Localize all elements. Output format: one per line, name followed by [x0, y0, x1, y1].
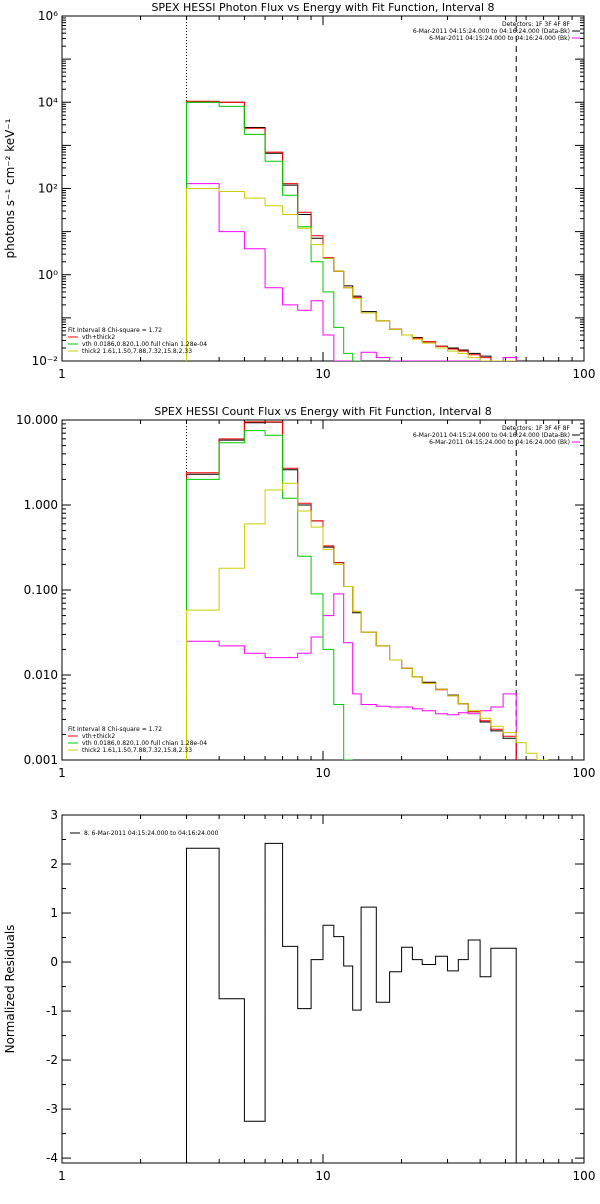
y-tick-label: 0.010	[24, 668, 58, 682]
legend-topright-text: 6-Mar-2011 04:15:24.000 to 04:16:24.000 …	[429, 439, 570, 446]
series-line-thick2	[186, 188, 517, 361]
y-tick-label: -4	[46, 1151, 58, 1165]
series-line-residuals	[186, 842, 517, 1163]
y-tick-label: -2	[46, 1053, 58, 1067]
chart-title: SPEX HESSI Count Flux vs Energy with Fit…	[154, 405, 491, 418]
legend-bottomleft-text: vth+thick2	[82, 733, 115, 740]
x-tick-label: 10	[315, 766, 330, 780]
x-tick-label: 100	[573, 766, 596, 780]
x-tick-label: 1	[58, 766, 66, 780]
legend-topright-text: 6-Mar-2011 04:15:24.000 to 04:16:24.000 …	[413, 28, 570, 35]
y-tick-label: 10⁰	[38, 268, 58, 282]
y-tick-label: 10⁴	[38, 95, 58, 109]
x-tick-label: 1	[58, 367, 66, 381]
chart-panel-1: SPEX HESSI Photon Flux vs Energy with Fi…	[3, 1, 595, 381]
x-tick-label: 10	[315, 367, 330, 381]
legend-bottomleft-text: Fit Interval 8 Chi-square = 1.72	[68, 726, 162, 733]
y-tick-label: 0	[50, 955, 58, 969]
series-group	[186, 842, 517, 1163]
y-tick-label: 10⁶	[38, 9, 58, 23]
legend-topright-text: Detectors: 1F 3F 4F 8F	[502, 425, 571, 432]
y-axis-label: photons s⁻¹ cm⁻² keV⁻¹	[3, 118, 17, 258]
x-tick-label: 1	[58, 1169, 66, 1183]
chart-title: SPEX HESSI Photon Flux vs Energy with Fi…	[151, 1, 494, 14]
x-tick-label: 100	[573, 1169, 596, 1183]
legend-bottomleft-text: vth+thick2	[82, 334, 115, 341]
legend-topleft-text: 8. 6-Mar-2011 04:15:24.000 to 04:16:24.0…	[84, 830, 219, 837]
series-group	[186, 100, 517, 361]
y-tick-label: 3	[50, 808, 58, 822]
plot-frame	[61, 814, 585, 1164]
legend-bottomleft-text: Fit Interval 8 Chi-square = 1.72	[68, 327, 162, 334]
legend-topright-text: 6-Mar-2011 04:15:24.000 to 04:16:24.000 …	[429, 35, 570, 42]
plot-frame	[61, 419, 585, 761]
y-tick-label: 10⁻²	[32, 354, 59, 368]
y-axis-label: Normalized Residuals	[3, 925, 17, 1054]
series-line-bk	[186, 593, 517, 760]
y-tick-label: 1	[50, 906, 58, 920]
y-tick-label: 0.100	[24, 583, 58, 597]
y-tick-label: -3	[46, 1102, 58, 1116]
y-tick-label: 10²	[38, 182, 58, 196]
legend-topright-text: Detectors: 1F 3F 4F 8F	[502, 21, 571, 28]
series-line-vth	[186, 101, 362, 361]
x-tick-label: 100	[573, 367, 596, 381]
chart-panel-2: SPEX HESSI Count Flux vs Energy with Fit…	[16, 405, 595, 780]
chart-panel-3: Normalized Residuals 1 10 100 -4 -3 -2 -1 0 1 2 3 8.…	[3, 808, 595, 1183]
legend-bottomleft-text: thick2 1.61,1.50,7.88,7.32,15.8,2.33	[82, 348, 192, 355]
series-line-vth	[186, 430, 353, 760]
y-tick-label: 0.001	[24, 753, 58, 767]
legend-topright-text: 6-Mar-2011 04:15:24.000 to 04:16:24.000 …	[413, 432, 570, 439]
series-line-vth-thick2	[186, 421, 517, 760]
legend-bottomleft-text: thick2 1.61,1.50,7.88,7.32,15.8,2.33	[82, 747, 192, 754]
series-group	[186, 421, 549, 760]
y-tick-label: 1.000	[24, 498, 58, 512]
y-tick-label: 10.000	[16, 413, 58, 427]
series-line-thick2	[186, 482, 549, 760]
y-tick-label: 2	[50, 857, 58, 871]
x-tick-label: 10	[315, 1169, 330, 1183]
y-tick-label: -1	[46, 1004, 58, 1018]
series-line-bk	[186, 183, 517, 361]
legend-bottomleft-text: vth 0.0186,0.820,1.00 full chian 1.28e-0…	[82, 341, 207, 348]
legend-bottomleft-text: vth 0.0186,0.820,1.00 full chian 1.28e-0…	[82, 740, 207, 747]
series-line-data-bk	[186, 421, 517, 760]
